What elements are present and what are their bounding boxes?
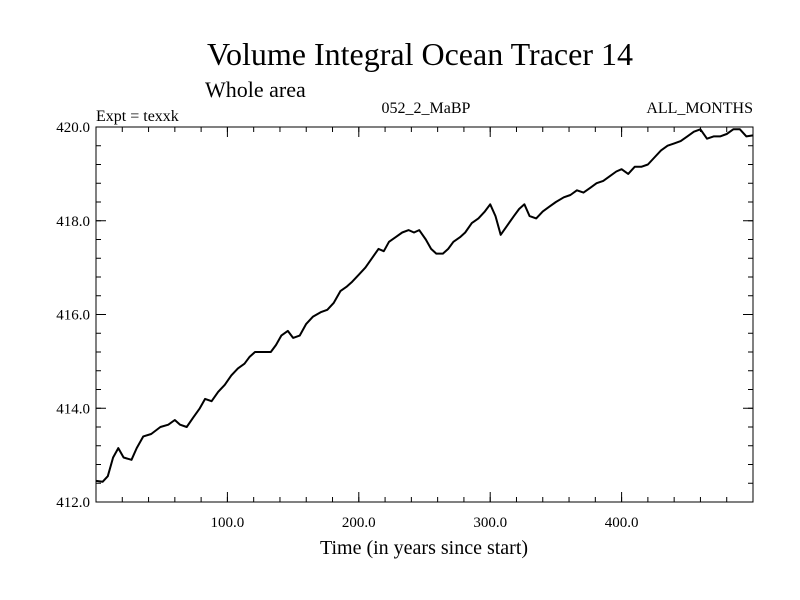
months-label: ALL_MONTHS bbox=[646, 100, 753, 117]
plot-frame bbox=[95, 126, 754, 503]
series-line bbox=[95, 128, 754, 483]
x-tick-label: 200.0 bbox=[342, 515, 376, 531]
chart-subtitle: Whole area bbox=[205, 77, 306, 102]
y-tick-label: 414.0 bbox=[56, 401, 90, 417]
y-tick-label: 416.0 bbox=[56, 308, 90, 324]
y-tick-labels: 412.0 414.0 416.0 418.0 420.0 bbox=[56, 120, 753, 511]
experiment-label: Expt = texxk bbox=[96, 108, 179, 125]
period-label: 052_2_MaBP bbox=[382, 100, 471, 117]
chart-title: Volume Integral Ocean Tracer 14 bbox=[207, 36, 633, 72]
minor-ticks bbox=[96, 127, 753, 502]
series-group bbox=[95, 128, 754, 483]
y-tick-label: 412.0 bbox=[56, 495, 90, 511]
x-axis-label: Time (in years since start) bbox=[320, 537, 528, 559]
x-tick-label: 300.0 bbox=[473, 515, 507, 531]
x-tick-labels: 100.0 200.0 300.0 400.0 bbox=[211, 127, 639, 531]
y-tick-label: 418.0 bbox=[56, 214, 90, 230]
x-tick-label: 100.0 bbox=[211, 515, 245, 531]
y-tick-label: 420.0 bbox=[56, 120, 90, 136]
x-tick-label: 400.0 bbox=[605, 515, 639, 531]
